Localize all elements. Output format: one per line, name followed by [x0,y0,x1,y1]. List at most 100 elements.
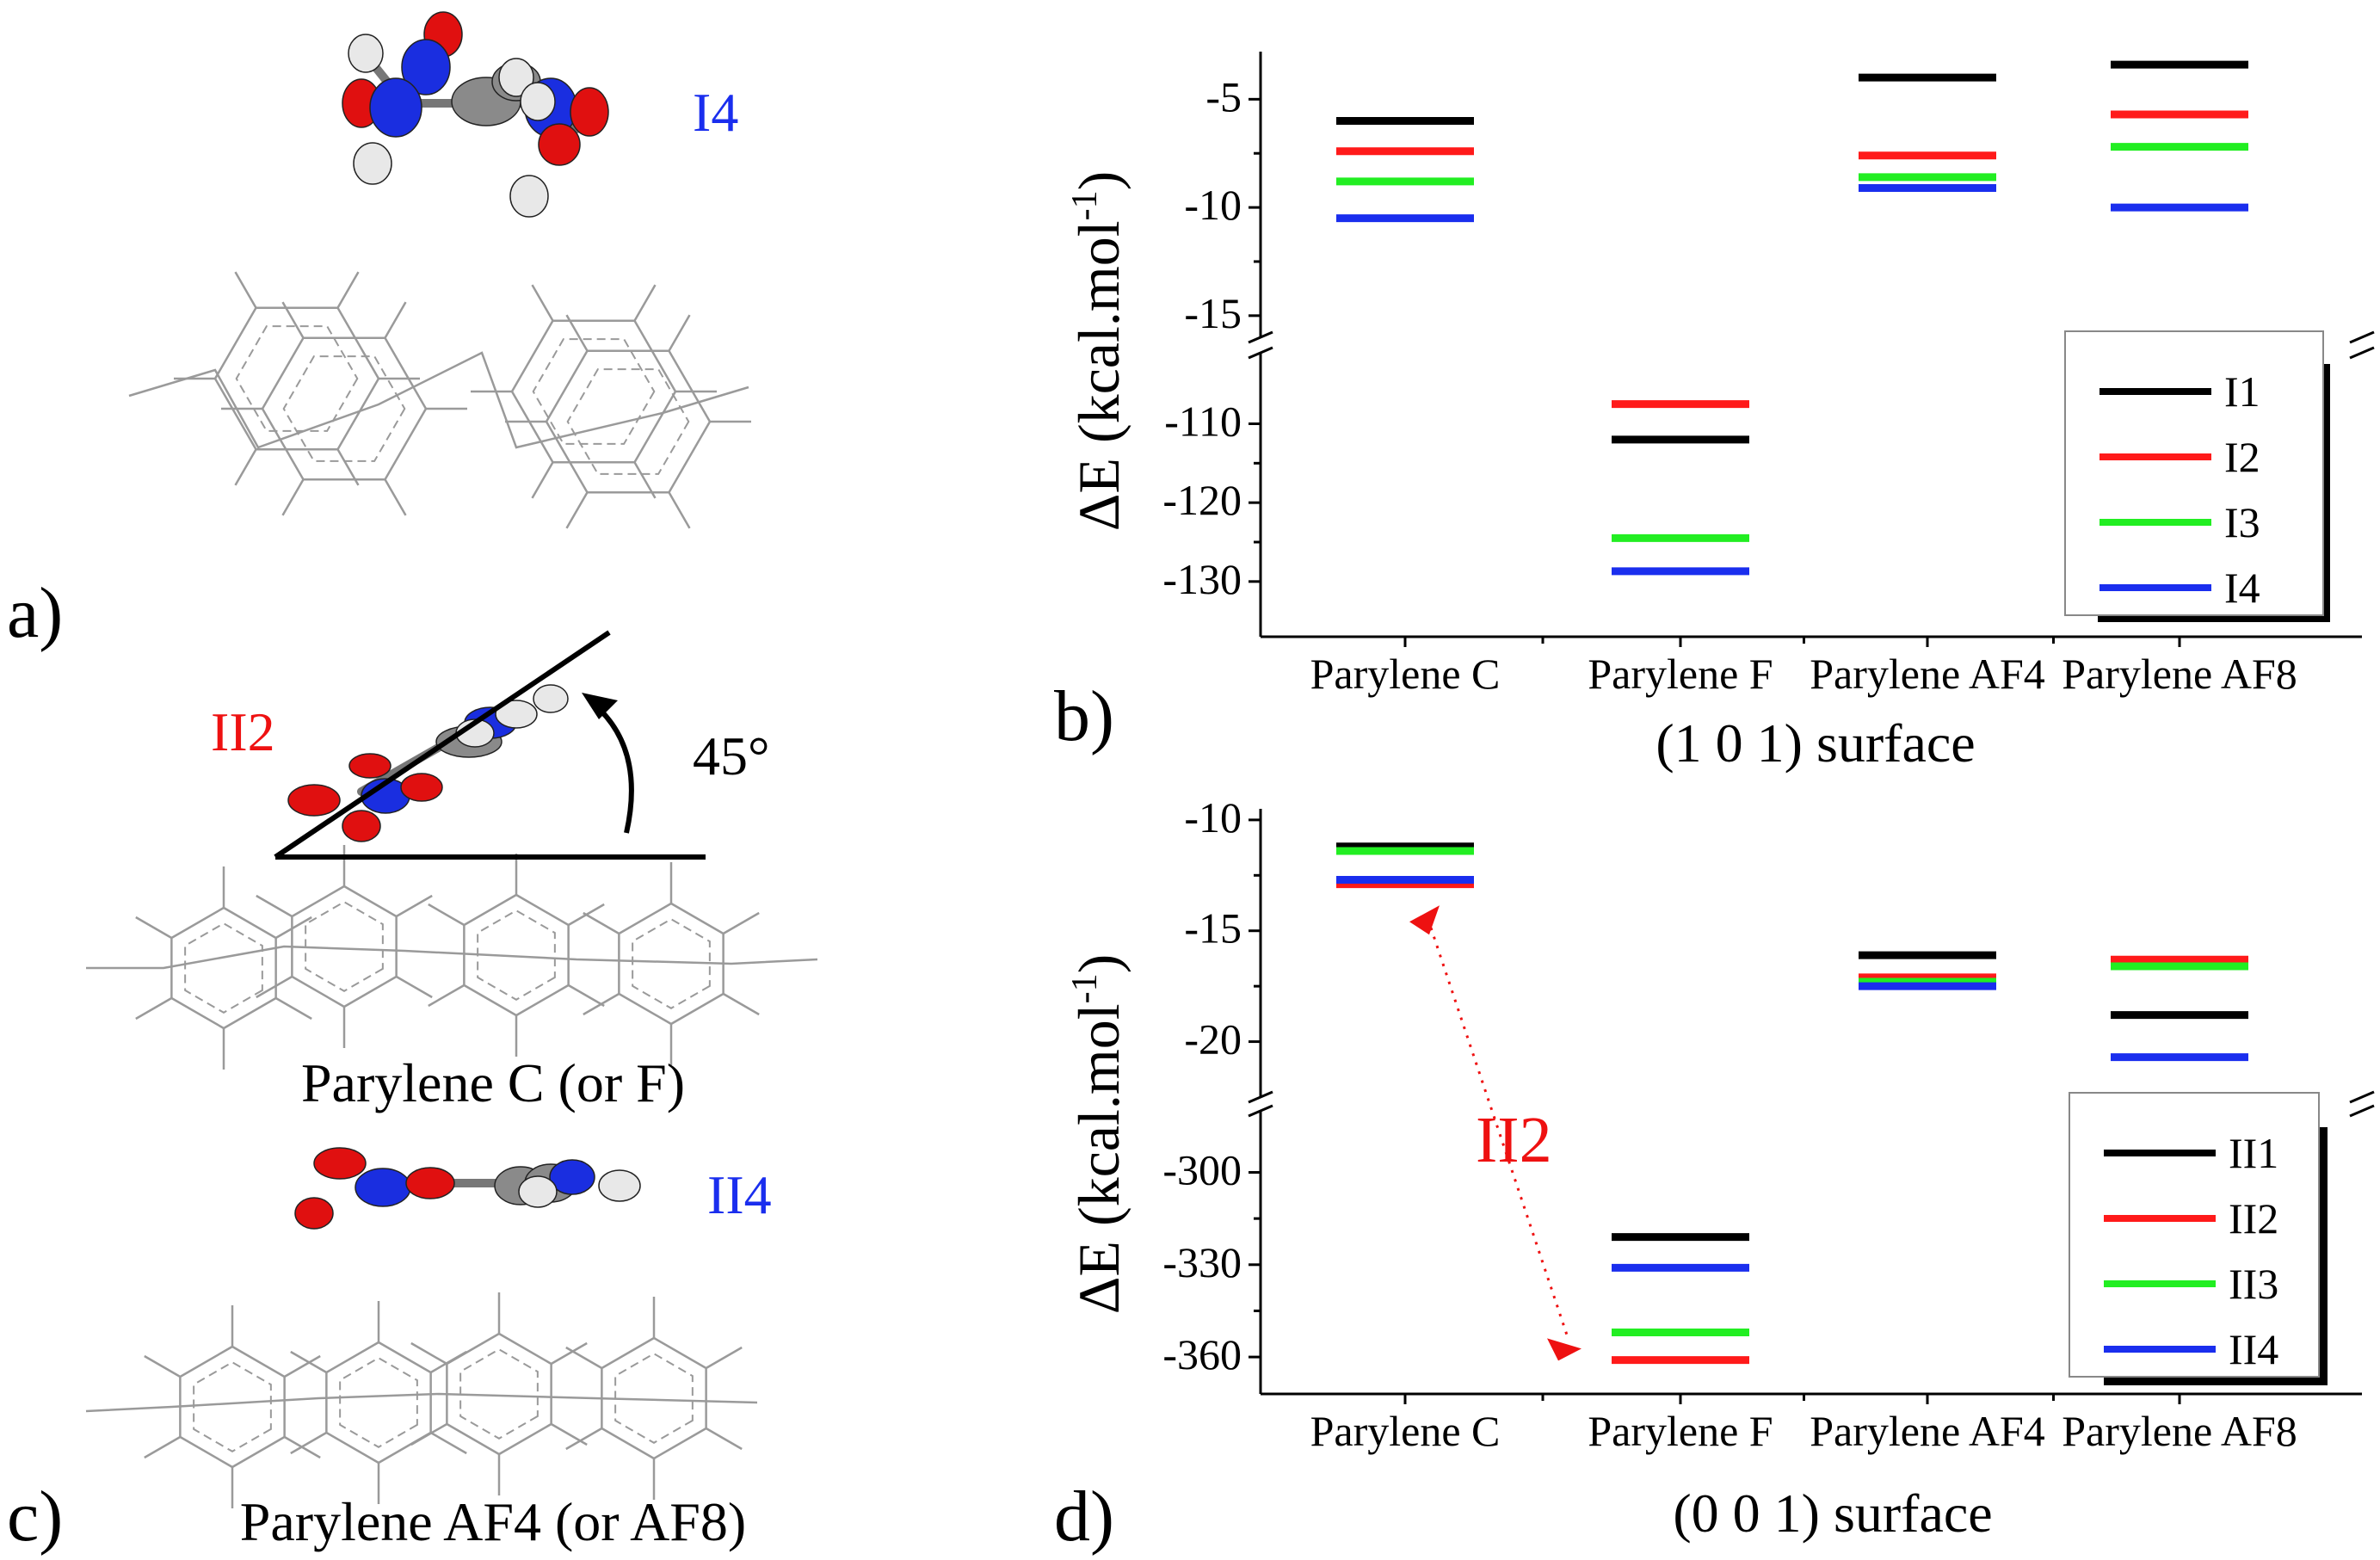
y-axis-label-d: ΔE (kcal.mol-1) [1065,954,1131,1315]
bond-line [428,983,466,1008]
x-tick-label: Parylene AF4 [1810,650,2045,698]
bond-line [281,301,305,339]
ring-c3-inner [477,909,556,1001]
x-tick-label: Parylene AF4 [1810,1407,2045,1455]
ring-d2-inner [339,1357,418,1448]
bond-line [668,491,691,529]
annotation-arrowhead-top [1409,905,1440,935]
bond-line [668,314,691,352]
ring-a1 [213,306,380,451]
hydrogen-atom [495,700,538,729]
axis-break-mark [2349,330,2375,344]
ring-a3-inner [532,338,656,445]
y-axis-label-b-main: ΔE (kcal.mol [1066,220,1131,531]
panel-label-b: b) [1054,676,1114,756]
hydrogen-atom [509,175,549,218]
oxygen-atom [342,810,381,842]
bond-line [410,1422,448,1446]
bond-line [583,992,620,1016]
y-axis-label-b: ΔE (kcal.mol-1) [1065,171,1131,532]
ring-structure-c-top [86,845,818,1070]
bond-line [336,271,360,309]
bond-line [274,916,312,940]
bond-line [384,478,407,516]
y-tick-label: -130 [1162,555,1242,603]
oxygen-atom [287,784,341,817]
axis-break-mark [1248,1104,1273,1118]
y-tick-label: -10 [1184,793,1242,842]
caption-parylene-af4: Parylene AF4 (or AF8) [240,1491,746,1552]
y-tick-label: -20 [1184,1015,1242,1064]
bond-line [256,975,293,999]
bond-line [384,301,407,339]
bond-line [705,1427,743,1451]
molecule-label-i4: I4 [693,82,738,143]
panel-c: 45° II2 Parylene C (or F) II4 Parylene A… [7,630,818,1557]
hydrogen-atom [348,34,384,73]
y-tick-label: -300 [1162,1146,1242,1194]
hydrogen-atom [533,684,569,713]
legend-label-ii3: II3 [2229,1260,2278,1308]
ring-c2-inner [305,901,384,992]
axis-break-mark [2349,1104,2375,1118]
ring-structure-a [128,271,751,529]
molecule-i4 [342,11,609,218]
ring-c4-inner [632,918,711,1009]
y-tick-label: -360 [1162,1330,1242,1378]
panel-label-c: c) [7,1477,63,1557]
x-tick-label: Parylene AF8 [2062,650,2297,698]
oxygen-atom [294,1197,334,1230]
bond-line [281,478,305,516]
bond-line [256,894,293,918]
legend-label-i4: I4 [2224,564,2260,612]
bond-line [565,491,589,529]
bond-line [722,911,760,935]
ring-a3 [510,319,677,464]
chart-d: d) (0 0 1) surface ΔE (kcal.mol-1) -10 -1… [1054,793,2375,1557]
y-tick-label: -10 [1184,181,1242,229]
legend-label-ii1: II1 [2229,1129,2278,1177]
axis-break-mark [1248,1090,1273,1104]
chart-b: b) (1 0 1) surface ΔE (kcal.mol-1) -5 -10… [1054,52,2375,774]
ring-a2 [261,336,428,481]
y-tick-label: -110 [1164,398,1242,446]
bond-line [144,1435,182,1459]
axis-break-mark [1248,346,1273,360]
bond-line [135,996,173,1020]
y-axis-label-d-main: ΔE (kcal.mol [1066,1003,1131,1314]
ring-a2-inner [282,355,406,462]
oxygen-atom [313,1147,367,1180]
nitrogen-atom [369,77,422,138]
annotation-dotted-line [1429,927,1570,1341]
chain-d [85,1392,758,1413]
y-axis-label-d-sup: -1 [1065,973,1105,1003]
x-tick-label: Parylene C [1310,1407,1501,1455]
molecule-label-ii2: II2 [211,701,275,762]
x-tick-label: Parylene F [1588,1407,1773,1455]
ring-d3-inner [459,1348,539,1440]
ring-d1-inner [193,1361,272,1452]
chart-title-d: (0 0 1) surface [1673,1483,1992,1544]
ring-structure-c-bottom [85,1292,758,1508]
hydrogen-atom [518,1175,558,1208]
legend-label-ii4: II4 [2229,1325,2278,1373]
chart-title-b: (1 0 1) surface [1656,712,1975,774]
bond-line [283,1354,321,1378]
y-axis-label-b-close: ) [1066,171,1131,191]
panel-a: I4 a) [7,11,751,653]
y-tick-label: -15 [1184,289,1242,337]
ring-a1-inner [235,325,359,432]
bond-line [531,461,554,499]
bond-line [567,983,605,1008]
axis-break-mark [1248,330,1273,344]
ring-d1 [179,1345,286,1469]
panel-label-a: a) [7,573,63,653]
bond-line [550,1422,588,1446]
bond-line [410,1341,448,1366]
panel-label-d: d) [1054,1477,1114,1557]
hydrogen-atom [598,1169,641,1202]
bond-line [428,903,466,927]
bond-line [429,1431,467,1455]
molecule-label-ii4: II4 [707,1164,772,1225]
